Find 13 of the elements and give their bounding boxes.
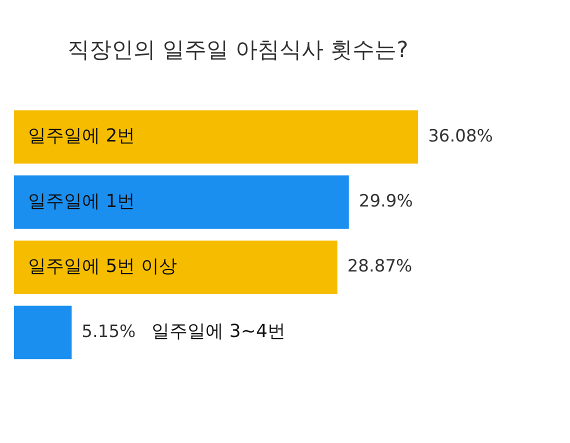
y-tick-label: 일주일에 2번 xyxy=(28,126,136,147)
y-tick-label: 일주일에 3~4번 xyxy=(152,321,286,342)
bar xyxy=(14,175,349,229)
data-label: 29.9% xyxy=(358,192,413,212)
data-label: 36.08% xyxy=(428,126,493,146)
data-label: 5.15% xyxy=(82,322,136,342)
chart-title: 직장인의 일주일 아침식사 횟수는? xyxy=(68,38,408,63)
bar xyxy=(14,306,72,360)
bar xyxy=(14,240,338,294)
data-label: 28.87% xyxy=(347,256,412,277)
bar xyxy=(14,110,418,164)
y-tick-label: 일주일에 1번 xyxy=(28,190,136,212)
y-tick-label: 일주일에 5번 이상 xyxy=(28,256,177,277)
